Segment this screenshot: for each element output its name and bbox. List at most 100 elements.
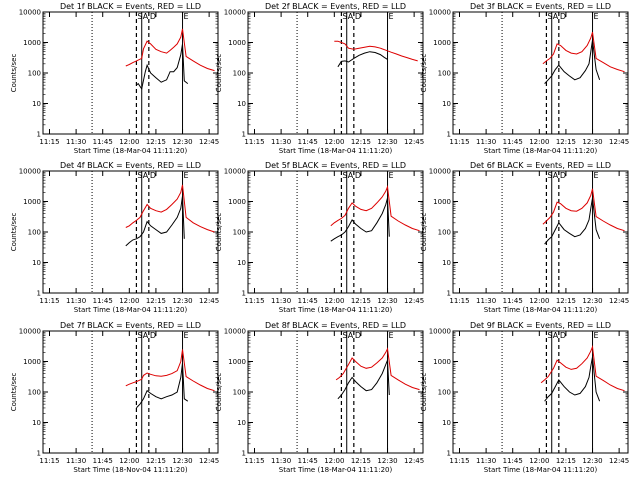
marker-label: D (150, 12, 156, 21)
x-tick-label: 11:15 (449, 138, 469, 146)
plot-frame (452, 170, 629, 294)
panel-det-6: Det 6f BLACK = Events, RED = LLD 1 10 100 10… (420, 161, 629, 314)
x-tick-label: 12:30 (582, 297, 602, 305)
marker-label: S (547, 171, 552, 180)
x-tick-label: 12:45 (404, 138, 424, 146)
y-tick-label: 10000 (19, 328, 41, 336)
y-tick-label: 10 (32, 100, 41, 108)
y-tick-label: 100 (28, 70, 41, 78)
y-tick-label: 1000 (433, 198, 451, 206)
marker-label: D (355, 171, 361, 180)
x-tick-label: 12:15 (556, 457, 576, 465)
plot-frame (42, 170, 219, 294)
y-tick-label: 10000 (429, 328, 451, 336)
marker-label: E (594, 171, 599, 180)
x-axis-label: Start Time (18-Mar-04 11:11:20) (74, 147, 188, 155)
x-tick-label: 12:45 (609, 457, 629, 465)
x-tick-label: 11:15 (39, 297, 59, 305)
x-tick-label: 11:30 (476, 297, 496, 305)
x-tick-label: 12:00 (324, 457, 344, 465)
x-tick-label: 12:45 (609, 297, 629, 305)
y-tick-label: 10000 (224, 168, 246, 176)
marker-label: D (355, 12, 361, 21)
y-tick-label: 1 (447, 290, 451, 298)
y-tick-label: 10 (237, 259, 246, 267)
marker-label: S (547, 331, 552, 340)
y-tick-label: 10000 (429, 9, 451, 17)
x-tick-label: 12:30 (172, 457, 192, 465)
series-line-events (125, 196, 185, 247)
x-axis-label: Start Time (18-Nov-04 11:11:20) (73, 466, 187, 474)
x-tick-label: 11:15 (39, 138, 59, 146)
y-tick-label: 100 (233, 70, 246, 78)
y-tick-label: 1 (242, 131, 246, 139)
series-line-lld (330, 184, 420, 232)
panel-det-4: Det 4f BLACK = Events, RED = LLD 1 10 100 10… (10, 161, 219, 314)
panel-title: Det 3f BLACK = Events, RED = LLD (470, 2, 611, 11)
panel-det-3: Det 3f BLACK = Events, RED = LLD 1 10 100 10… (420, 2, 629, 155)
x-tick-label: 12:00 (119, 138, 139, 146)
x-tick-label: 12:00 (119, 457, 139, 465)
marker-label: E (184, 171, 189, 180)
x-tick-label: 12:45 (609, 138, 629, 146)
series-line-events (544, 356, 601, 402)
x-tick-label: 12:30 (582, 457, 602, 465)
y-axis-label: Counts/sec (215, 54, 223, 93)
x-tick-label: 12:30 (582, 138, 602, 146)
panel-title: Det 7f BLACK = Events, RED = LLD (60, 321, 201, 330)
panel-det-7: Det 7f BLACK = Events, RED = LLD 1 10 100 10… (10, 321, 219, 474)
y-axis-label: Counts/sec (10, 373, 18, 412)
series-line-lld (125, 28, 215, 72)
plot-frame (247, 170, 424, 294)
series-line-events (330, 197, 390, 242)
y-tick-label: 100 (233, 389, 246, 397)
y-tick-label: 10 (32, 419, 41, 427)
y-axis-label: Counts/sec (215, 213, 223, 252)
x-axis-label: Start Time (18-Mar-04 11:11:20) (484, 147, 598, 155)
panel-title: Det 1f BLACK = Events, RED = LLD (60, 2, 201, 11)
plot-frame (452, 11, 629, 135)
y-axis-label: Counts/sec (420, 213, 428, 252)
x-tick-label: 12:30 (172, 297, 192, 305)
y-tick-label: 1000 (433, 358, 451, 366)
x-tick-label: 11:30 (271, 138, 291, 146)
x-tick-label: 12:00 (529, 138, 549, 146)
x-tick-label: 11:30 (66, 138, 86, 146)
x-tick-label: 12:45 (199, 457, 219, 465)
x-tick-label: 12:15 (351, 457, 371, 465)
y-axis-label: Counts/sec (420, 54, 428, 93)
marker-label: D (560, 171, 566, 180)
x-tick-label: 12:00 (529, 297, 549, 305)
series-line-lld (125, 184, 215, 233)
marker-label: E (594, 331, 599, 340)
x-axis-label: Start Time (18-Mar-04 11:11:20) (279, 147, 393, 155)
panel-title: Det 6f BLACK = Events, RED = LLD (470, 161, 611, 170)
panel-title: Det 2f BLACK = Events, RED = LLD (265, 2, 406, 11)
marker-label: D (355, 331, 361, 340)
x-axis-label: Start Time (18-Mar-04 11:11:20) (484, 466, 598, 474)
x-tick-label: 12:00 (529, 457, 549, 465)
panel-title: Det 8f BLACK = Events, RED = LLD (265, 321, 406, 330)
y-tick-label: 10000 (224, 9, 246, 17)
x-tick-label: 12:15 (351, 297, 371, 305)
marker-label: S (137, 331, 142, 340)
panel-det-1: Det 1f BLACK = Events, RED = LLD 1 10 100 10… (10, 2, 219, 155)
panel-det-8: Det 8f BLACK = Events, RED = LLD 1 10 100 10… (215, 321, 424, 474)
series-line-lld (542, 188, 625, 232)
y-tick-label: 10000 (429, 168, 451, 176)
marker-label: A (348, 331, 354, 340)
series-line-events (544, 197, 601, 245)
y-tick-label: 100 (28, 389, 41, 397)
plot-frame (42, 330, 219, 454)
y-tick-label: 100 (438, 389, 451, 397)
y-tick-label: 1000 (23, 358, 41, 366)
marker-label: E (389, 12, 394, 21)
x-tick-label: 11:30 (476, 457, 496, 465)
x-tick-label: 12:45 (404, 297, 424, 305)
x-axis-label: Start Time (18-Mar-04 11:11:20) (484, 306, 598, 314)
x-tick-label: 11:45 (503, 297, 523, 305)
y-tick-label: 1000 (23, 198, 41, 206)
y-tick-label: 1 (447, 450, 451, 458)
series-line-lld (542, 31, 625, 73)
